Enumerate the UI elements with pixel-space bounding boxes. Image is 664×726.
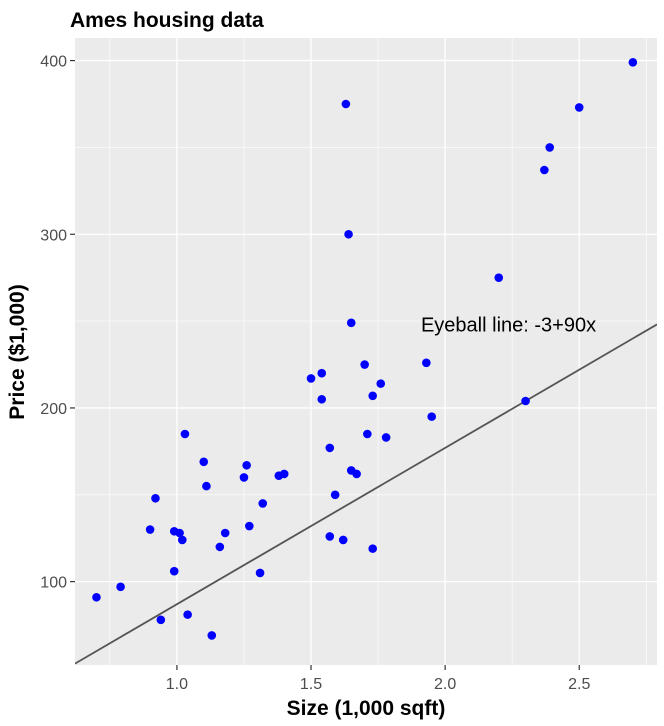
data-point — [92, 592, 101, 602]
data-point — [494, 273, 504, 282]
eyeball-line-group — [75, 323, 657, 665]
data-point — [255, 568, 265, 578]
data-point — [207, 631, 217, 640]
data-point — [346, 318, 356, 328]
x-tick-label: 2.0 — [434, 676, 456, 693]
data-point — [151, 493, 160, 503]
data-point — [521, 396, 530, 406]
x-tick-label: 1.0 — [166, 676, 188, 693]
data-point — [145, 525, 155, 534]
x-axis-ticks: 1.0 1.5 2.0 2.5 — [166, 665, 590, 693]
data-point — [368, 391, 378, 401]
data-point — [116, 582, 125, 592]
data-point — [156, 615, 166, 625]
data-point — [368, 544, 378, 553]
data-point — [330, 490, 340, 500]
data-point — [381, 433, 391, 442]
plot-content — [75, 58, 657, 665]
y-tick-label: 100 — [40, 575, 67, 592]
y-tick-label: 200 — [40, 401, 67, 418]
data-point — [574, 103, 584, 112]
data-points — [92, 58, 638, 640]
y-tick-label: 400 — [40, 54, 67, 71]
x-axis-title: Size (1,000 sqft) — [287, 697, 446, 720]
data-point — [317, 368, 327, 378]
data-point — [199, 457, 209, 467]
data-point — [422, 358, 431, 368]
data-point — [177, 535, 187, 545]
data-point — [169, 566, 179, 576]
data-point — [325, 532, 335, 541]
data-point — [341, 99, 351, 109]
data-point — [338, 535, 348, 545]
data-point — [175, 528, 184, 538]
eyeball-line — [75, 323, 657, 665]
data-point — [352, 469, 361, 479]
data-point — [376, 379, 386, 388]
data-point — [306, 374, 316, 383]
data-point — [239, 473, 249, 482]
data-point — [363, 429, 372, 439]
data-point — [215, 542, 225, 552]
data-point — [344, 229, 353, 239]
y-axis-ticks: 100 200 300 400 — [40, 54, 75, 592]
data-point — [202, 481, 211, 491]
data-point — [427, 412, 437, 421]
eyeball-line-annotation: Eyeball line: -3+90x — [421, 315, 596, 337]
data-point — [245, 521, 254, 531]
y-tick-label: 300 — [40, 227, 67, 244]
chart-title: Ames housing data — [70, 9, 264, 32]
data-point — [317, 394, 327, 404]
y-axis-title: Price ($1,000) — [6, 284, 29, 419]
data-point — [180, 429, 190, 439]
data-point — [545, 143, 555, 152]
x-tick-label: 1.5 — [300, 676, 322, 693]
x-tick-label: 2.5 — [568, 676, 590, 693]
grid-lines — [75, 38, 657, 665]
data-point — [628, 58, 638, 67]
data-point — [183, 610, 192, 619]
data-point — [360, 360, 369, 369]
data-point — [220, 528, 230, 538]
data-point — [325, 443, 335, 453]
data-point — [242, 460, 251, 470]
plot-panel — [75, 38, 657, 665]
data-point — [279, 469, 289, 479]
data-point — [540, 165, 549, 175]
data-point — [258, 499, 268, 508]
